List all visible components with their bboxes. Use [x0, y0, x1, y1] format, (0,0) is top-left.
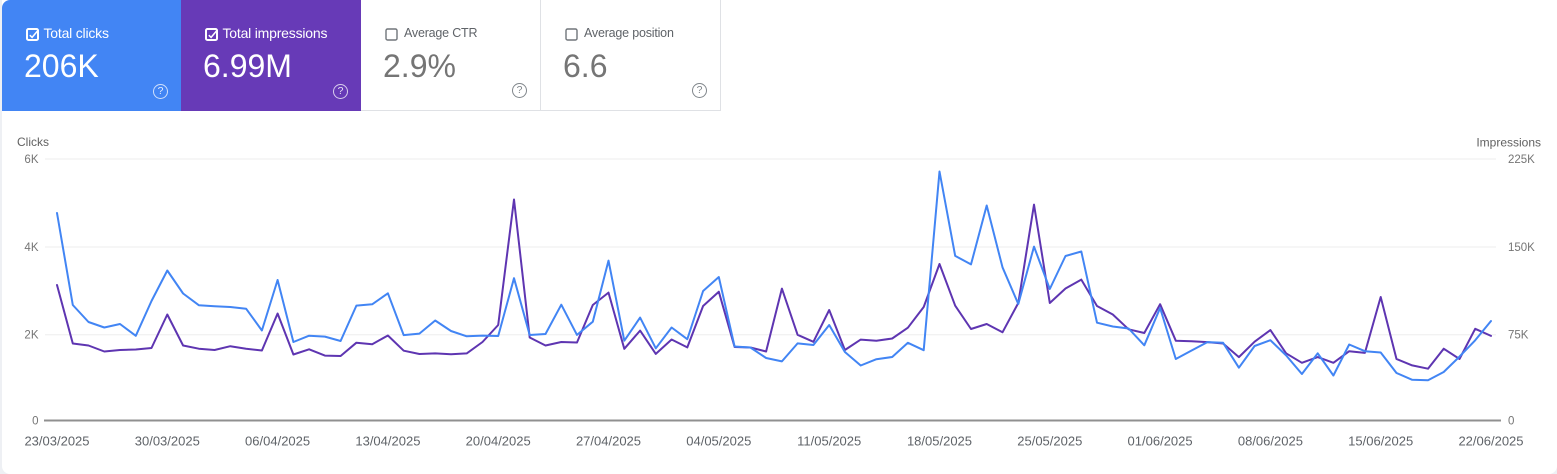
svg-text:18/05/2025: 18/05/2025	[907, 434, 972, 449]
svg-text:30/03/2025: 30/03/2025	[135, 434, 200, 449]
svg-text:04/05/2025: 04/05/2025	[686, 434, 751, 449]
svg-text:Impressions: Impressions	[1476, 136, 1541, 150]
svg-text:22/06/2025: 22/06/2025	[1458, 434, 1523, 449]
svg-text:4K: 4K	[24, 242, 38, 254]
svg-text:08/06/2025: 08/06/2025	[1238, 434, 1303, 449]
svg-text:11/05/2025: 11/05/2025	[797, 434, 861, 449]
svg-text:6K: 6K	[24, 154, 38, 166]
svg-text:06/04/2025: 06/04/2025	[245, 434, 310, 449]
svg-text:75K: 75K	[1508, 330, 1529, 342]
svg-text:15/06/2025: 15/06/2025	[1348, 434, 1413, 449]
svg-text:0: 0	[1508, 416, 1514, 428]
svg-text:0: 0	[32, 416, 38, 428]
svg-text:01/06/2025: 01/06/2025	[1128, 434, 1193, 449]
svg-text:20/04/2025: 20/04/2025	[466, 434, 531, 449]
svg-text:Clicks: Clicks	[17, 135, 49, 149]
svg-text:25/05/2025: 25/05/2025	[1017, 434, 1082, 449]
svg-text:2K: 2K	[24, 330, 38, 342]
svg-text:225K: 225K	[1508, 154, 1535, 166]
svg-text:23/03/2025: 23/03/2025	[24, 434, 89, 449]
svg-text:150K: 150K	[1508, 242, 1535, 254]
svg-text:13/04/2025: 13/04/2025	[355, 434, 420, 449]
svg-text:27/04/2025: 27/04/2025	[576, 434, 641, 449]
